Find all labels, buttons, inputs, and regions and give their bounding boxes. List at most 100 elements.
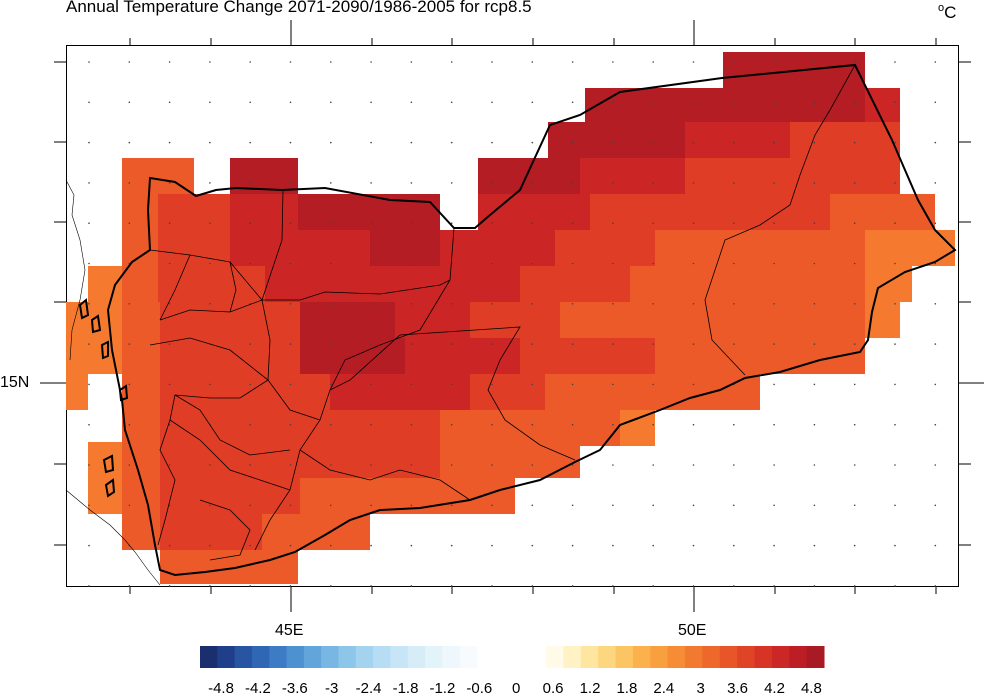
grid-dot [813, 544, 816, 547]
grid-dot [168, 423, 171, 426]
grid-dot [330, 141, 332, 144]
grid-dot [652, 303, 654, 305]
grid-cell [620, 122, 685, 158]
grid-dot [370, 423, 372, 426]
grid-dot [894, 262, 896, 265]
grid-dot [612, 222, 614, 224]
grid-dot [652, 141, 654, 144]
grid-dot [853, 464, 856, 466]
grid-dot [289, 61, 292, 63]
colorbar-label: -1.2 [429, 680, 456, 697]
grid-dot [209, 504, 211, 507]
grid-dot [612, 303, 614, 305]
grid-dot [853, 423, 856, 426]
grid-dot [249, 544, 251, 547]
grid-dot [894, 61, 896, 63]
grid-dot [612, 343, 614, 345]
grid-dot [168, 101, 171, 104]
grid-dot [853, 504, 856, 507]
grid-dot [330, 544, 332, 547]
grid-dot [733, 464, 735, 466]
grid-dot [249, 383, 251, 386]
grid-dot [813, 182, 816, 184]
grid-dot [450, 141, 453, 144]
grid-dot [289, 585, 292, 587]
grid-dot [491, 101, 493, 104]
grid-dot [450, 464, 453, 466]
grid-dot [330, 504, 332, 507]
colorbar-swatch [303, 646, 322, 668]
grid-dot [491, 262, 493, 265]
grid-dot [853, 101, 856, 104]
colorbar [200, 646, 825, 668]
grid-dot [733, 544, 735, 547]
grid-dot [330, 585, 332, 587]
colorbar-label: 3.6 [727, 680, 749, 697]
grid-cell [620, 410, 655, 446]
grid-cell [88, 478, 122, 514]
grid-dot [652, 585, 654, 587]
grid-dot [531, 141, 534, 144]
colorbar-swatch [685, 646, 703, 668]
grid-dot [531, 222, 534, 224]
grid-dot [853, 544, 856, 547]
grid-dot [813, 141, 816, 144]
grid-dot [652, 423, 654, 426]
grid-cell [330, 374, 405, 410]
grid-dot [934, 504, 937, 507]
grid-dot [491, 343, 493, 345]
grid-dot [410, 101, 413, 104]
grid-cell [160, 410, 330, 446]
grid-cell [158, 230, 230, 266]
colorbar-swatch [702, 646, 721, 668]
grid-dot [692, 383, 695, 386]
grid-dot [249, 222, 251, 224]
grid-dot [410, 61, 413, 63]
colorbar-label: 4.8 [800, 680, 822, 697]
grid-dot [813, 343, 816, 345]
grid-dot [168, 343, 171, 345]
grid-dot [531, 262, 534, 265]
colorbar-swatch [355, 646, 374, 668]
x-label-50e: 50E [678, 622, 707, 639]
grid-dot [209, 222, 211, 224]
grid-dot [813, 303, 816, 305]
grid-dot [450, 585, 453, 587]
africa-coast [65, 179, 161, 586]
grid-cell [122, 302, 160, 338]
grid-dot [289, 544, 292, 547]
grid-dot [370, 61, 372, 63]
grid-cell [800, 230, 865, 266]
grid-dot [894, 182, 896, 184]
grid-cell [160, 442, 230, 478]
grid-dot [612, 262, 614, 265]
grid-cell [560, 302, 655, 338]
grid-cell [685, 122, 790, 158]
grid-dot [168, 303, 171, 305]
grid-dot [612, 61, 614, 63]
colorbar-label: -0.6 [466, 680, 493, 697]
grid-cell [122, 374, 160, 410]
grid-dot [249, 101, 251, 104]
grid-dot [773, 383, 775, 386]
grid-cell [555, 230, 655, 266]
grid-cell [230, 442, 440, 478]
grid-dot [168, 464, 171, 466]
admin-boundaries [149, 64, 856, 561]
grid-cell [865, 88, 900, 122]
grid-dot [692, 423, 695, 426]
grid-dot [894, 423, 896, 426]
grid-cell [122, 266, 158, 302]
grid-dot [773, 61, 775, 63]
grid-dot [934, 101, 937, 104]
grid-cell [370, 410, 440, 446]
grid-dot [934, 343, 937, 345]
grid-dot [692, 141, 695, 144]
grid-dot [571, 585, 574, 587]
grid-cell [230, 230, 370, 266]
grid-dot [934, 262, 937, 265]
temperature-grid [66, 52, 955, 584]
grid-dot [894, 383, 896, 386]
grid-dot [853, 343, 856, 345]
grid-dot [330, 262, 332, 265]
